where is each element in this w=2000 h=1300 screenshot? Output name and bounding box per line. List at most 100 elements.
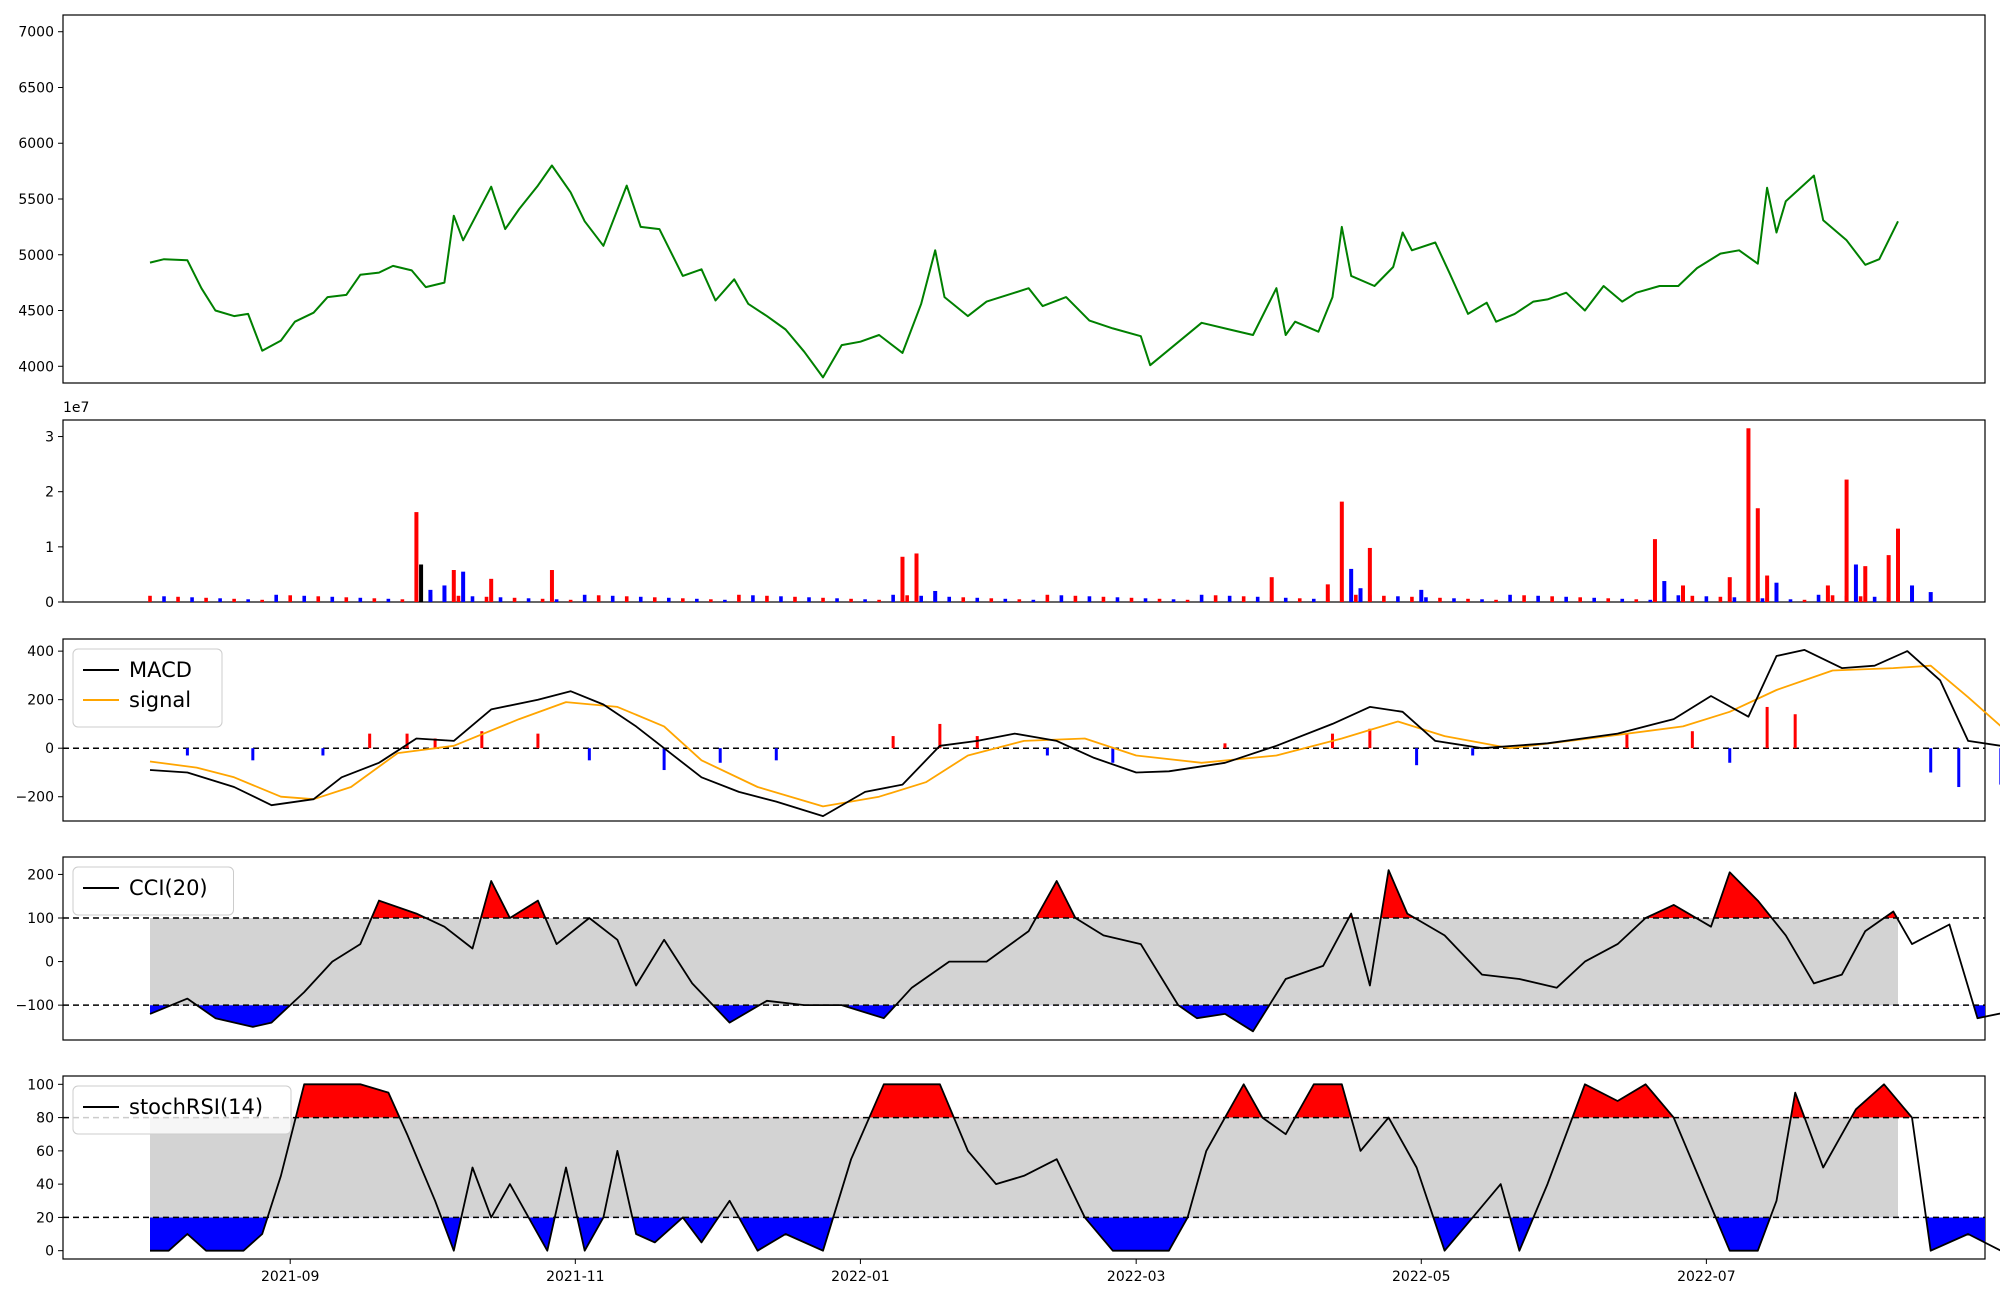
y-tick-label: 5000: [18, 248, 54, 264]
volume-bar: [1746, 428, 1751, 602]
macd-hist-bar: [185, 748, 189, 756]
volume-bar: [1508, 594, 1512, 602]
volume-bar: [190, 597, 194, 602]
y-tick-label: 4500: [18, 304, 54, 320]
legend-box: [72, 866, 234, 916]
volume-bar: [1073, 595, 1078, 602]
y-tick-label: 20: [36, 1210, 54, 1226]
volume-bar: [489, 578, 494, 602]
volume-bar: [1765, 575, 1770, 602]
macd-hist-bar: [1625, 733, 1629, 749]
macd-hist-bar: [1765, 706, 1769, 749]
scale-offset-label: 1e7: [63, 400, 89, 416]
macd-hist-bar: [1690, 731, 1694, 749]
volume-bar: [1886, 555, 1891, 602]
volume-bar: [316, 596, 321, 602]
macd-hist-bar: [433, 738, 437, 749]
volume-bar: [1031, 599, 1036, 602]
axes-frame: [62, 638, 1986, 822]
volume-bar: [1410, 596, 1414, 602]
volume-bar: [1788, 599, 1793, 602]
volume-bar: [1185, 599, 1190, 602]
macd-hist-bar: [1471, 748, 1475, 756]
volume-bar: [512, 597, 517, 602]
y-tick-label: 60: [36, 1144, 54, 1160]
volume-bar: [1858, 596, 1863, 602]
volume-bar: [148, 595, 152, 602]
volume-bar: [975, 597, 980, 602]
volume-bar: [652, 597, 657, 602]
volume-bar: [1438, 597, 1442, 602]
volume-bar: [218, 598, 222, 602]
macd-hist-bar: [975, 736, 979, 749]
volume-bar: [1367, 547, 1372, 602]
volume-bar: [1396, 596, 1400, 602]
y-tick-label: 7000: [18, 25, 54, 41]
volume-bar: [1045, 594, 1050, 602]
legend-box: [72, 1085, 292, 1135]
volume-bar: [779, 596, 783, 602]
x-tick-label: 2022-03: [1107, 1269, 1166, 1285]
volume-bar: [1863, 566, 1868, 602]
volume-bar: [1536, 595, 1540, 602]
volume-bar: [1681, 585, 1686, 602]
x-tick-label: 2021-11: [546, 1269, 605, 1285]
volume-bar: [1662, 581, 1667, 602]
volume-bar: [1339, 501, 1344, 602]
volume-bar: [1101, 596, 1106, 602]
macd-hist-bar: [1793, 714, 1797, 749]
volume-bar: [947, 596, 952, 602]
volume-bar: [914, 553, 919, 602]
volume-bar: [821, 597, 825, 602]
y-tick-label: 400: [27, 644, 54, 660]
volume-bar: [1059, 595, 1064, 602]
stochrsi-panel: 100 80 60 40 20 0 stochRSI(14) 2021-09 2021-11 20…: [27, 1075, 2000, 1285]
y-tick-label: 0: [45, 1244, 54, 1260]
y-tick-label: 0: [45, 741, 54, 757]
cci-line: [149, 869, 2000, 1033]
volume-bar: [400, 599, 405, 602]
volume-bar: [484, 596, 489, 602]
volume-bar: [288, 595, 293, 602]
volume-bar: [1755, 508, 1760, 602]
volume-bar: [1297, 598, 1302, 602]
volume-bar: [1522, 595, 1526, 602]
volume-bar: [1853, 564, 1858, 602]
y-tick-label: −200: [16, 790, 54, 806]
volume-bar: [695, 598, 699, 602]
macd-line: [149, 649, 2000, 817]
y-tick-label: 100: [27, 1077, 54, 1093]
volume-bar: [666, 597, 671, 602]
volume-bar: [1157, 598, 1162, 602]
volume-bar: [1171, 599, 1176, 602]
x-tick-label: 2022-01: [831, 1269, 890, 1285]
volume-bar: [1087, 596, 1092, 602]
volume-bar: [877, 599, 881, 602]
volume-bar: [1129, 597, 1134, 602]
volume-bar: [1227, 595, 1232, 602]
stochrsi-line: [150, 1083, 2000, 1252]
volume-bar: [1648, 599, 1653, 602]
y-tick-label: 2: [45, 485, 54, 501]
volume-bar: [176, 596, 180, 602]
volume-bar: [1311, 598, 1316, 602]
volume-bar: [737, 594, 741, 602]
axes-frame: [62, 14, 1986, 384]
volume-bar: [1494, 599, 1498, 602]
axes-frame: [62, 856, 1986, 1041]
price-panel: 4000 4500 5000 5500 6000 6500 7000: [18, 14, 1986, 384]
macd-hist-bar: [938, 723, 942, 749]
y-tick-label: 80: [36, 1111, 54, 1127]
volume-bar: [1419, 589, 1424, 602]
volume-bar: [638, 596, 643, 602]
volume-bar: [1003, 598, 1008, 602]
volume-bar: [1592, 597, 1597, 602]
y-tick-label: 3: [45, 430, 54, 446]
volume-bar: [330, 596, 335, 602]
volume-bar: [498, 597, 503, 602]
volume-bar: [1928, 592, 1933, 602]
volume-bar: [1802, 599, 1807, 602]
macd-hist-bar: [536, 733, 540, 749]
macd-hist-bar: [587, 748, 591, 761]
volume-bar: [1676, 595, 1681, 602]
